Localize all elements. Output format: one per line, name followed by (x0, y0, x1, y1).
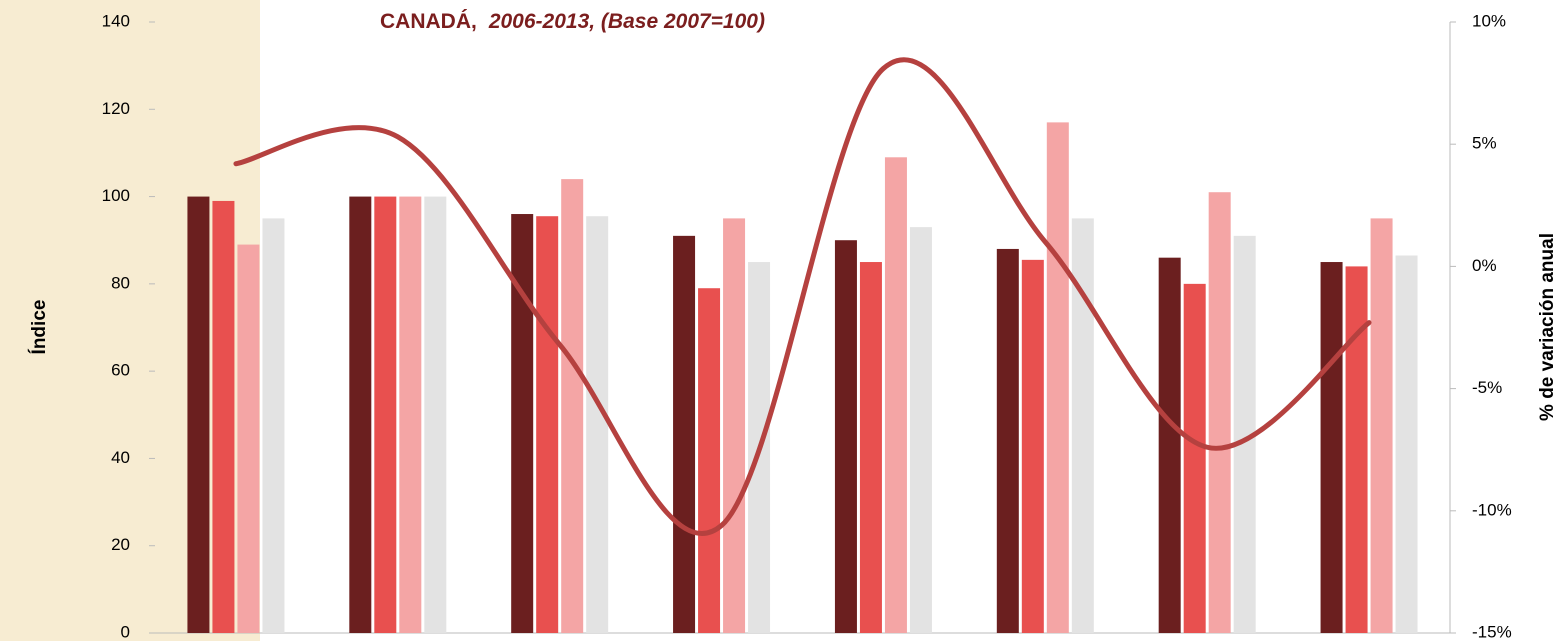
bar (1370, 218, 1393, 633)
bar (1208, 192, 1231, 633)
line (233, 57, 1372, 536)
bar (187, 196, 210, 634)
bar (723, 218, 746, 633)
y-tick-label: 60 (111, 361, 130, 380)
bar (859, 262, 882, 633)
y-tick-label: 20 (111, 535, 130, 554)
bar (834, 240, 857, 633)
y2-tick-label: 0% (1472, 256, 1497, 275)
title-main: CANADÁ, (380, 10, 477, 33)
bar (237, 244, 260, 634)
bar (909, 227, 932, 633)
bar (996, 248, 1019, 633)
bar (212, 200, 235, 633)
bar (1395, 255, 1418, 633)
bar (561, 179, 584, 633)
bar (1021, 259, 1044, 633)
y-tick-label: 140 (102, 11, 130, 30)
chart-title: CANADÁ, 2006-2013, (Base 2007=100) (380, 10, 765, 33)
title-sub: 2006-2013, (Base 2007=100) (488, 10, 765, 33)
y2-tick-label: -5% (1472, 378, 1502, 397)
bar (349, 196, 372, 634)
y2-tick-label: -10% (1472, 500, 1512, 519)
y2-tick-label: 5% (1472, 134, 1497, 153)
bar (424, 196, 447, 634)
bar (698, 288, 721, 633)
y-tick-label: 40 (111, 448, 130, 467)
bar (884, 157, 907, 634)
bar (1345, 266, 1368, 633)
y2-axis-title: % de variación anual (1537, 233, 1558, 421)
bar (1046, 122, 1069, 633)
y2-tick-label: -15% (1472, 622, 1512, 641)
bar (1183, 283, 1206, 633)
bar (374, 196, 397, 634)
y2-tick-label: 10% (1472, 11, 1506, 30)
bar (1233, 235, 1256, 633)
y-tick-label: 80 (111, 273, 130, 292)
y-tick-label: 120 (102, 99, 130, 118)
bar (1320, 262, 1343, 633)
bar (586, 216, 609, 634)
bar (1158, 257, 1181, 633)
bar (1071, 218, 1094, 633)
y-axis-title: Índice (28, 300, 50, 355)
y-tick-label: 100 (102, 186, 130, 205)
bar (673, 235, 696, 633)
bar (511, 214, 534, 633)
bar (399, 196, 422, 634)
bar (262, 218, 285, 633)
y-tick-label: 0 (121, 622, 130, 641)
bar (536, 216, 559, 634)
